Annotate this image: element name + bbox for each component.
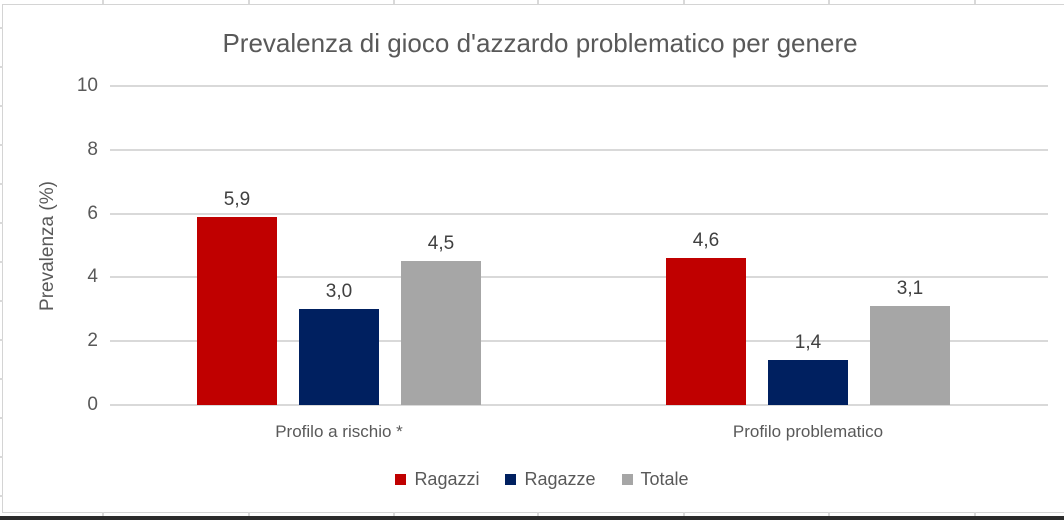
sheet-column-tick-top [248,0,250,4]
sheet-column-tick-top [393,0,395,4]
bar-ragazzi-1 [197,216,277,405]
bar-value-label-ragazzi-2: 4,6 [692,230,720,252]
sheet-column-tick-top [537,0,539,4]
sheet-row-tick [0,495,3,497]
gridline-10 [110,85,1048,87]
y-axis-title: Prevalenza (%) [37,181,58,311]
bar-value-label-ragazzi-1: 5,9 [223,188,251,210]
chart-title: Prevalenza di gioco d'azzardo problemati… [222,28,858,58]
chart-border [2,4,1064,513]
y-tick-label-10: 10 [76,75,98,96]
sheet-row-tick [0,66,3,68]
y-tick-label-6: 6 [87,202,98,224]
sheet-row-tick [0,105,3,107]
sheet-column-tick-top [102,0,104,4]
sheet-column-tick-top [974,0,976,4]
bar-ragazze-1 [299,309,379,405]
sheet-column-tick-bottom [974,512,976,517]
legend-item-totale: Totale [621,468,689,490]
sheet-bottom-dark-border [0,516,1064,520]
category-label-1: Profilo a rischio * [275,422,403,441]
bar-ragazze-2 [768,360,848,405]
y-tick-label-2: 2 [87,330,98,352]
bar-value-label-ragazze-1: 3,0 [325,281,353,303]
sheet-column-tick-bottom [393,512,395,517]
sheet-row-tick [0,144,3,146]
legend-color-swatch-totale [621,473,633,485]
gridline-4 [110,276,1048,279]
sheet-row-tick [0,300,3,302]
sheet-row-tick [0,27,3,29]
legend-item-ragazze: Ragazze [505,468,596,490]
sheet-column-tick-top [683,0,685,4]
legend-item-ragazzi: Ragazzi [395,468,479,490]
sheet-row-tick [0,183,3,185]
sheet-row-tick [0,378,3,380]
sheet-column-tick-top [828,0,830,4]
y-tick-label-4: 4 [87,266,98,288]
gridline-6 [110,212,1048,215]
sheet-column-tick-bottom [248,512,250,517]
legend-label-totale: Totale [640,469,689,489]
legend-label-ragazzi: Ragazzi [414,469,480,489]
sheet-column-tick-bottom [828,512,830,517]
sheet-column-tick-bottom [102,512,104,517]
sheet-row-tick [0,261,3,263]
gridline-8 [110,148,1048,151]
legend: Ragazzi Ragazze Totale [0,468,1064,490]
bar-totale-2 [870,306,950,405]
y-tick-label-8: 8 [87,138,98,160]
gridline-2 [110,340,1048,343]
legend-color-swatch-ragazze [505,473,517,485]
bar-value-label-totale-1: 4,5 [427,233,455,255]
sheet-row-tick [0,222,3,224]
sheet-column-tick-bottom [683,512,685,517]
bar-totale-1 [401,261,481,405]
sheet-column-tick-bottom [537,512,539,517]
sheet-row-tick [0,339,3,341]
y-tick-label-0: 0 [87,394,98,415]
bar-value-label-ragazze-2: 1,4 [794,332,822,354]
bar-ragazzi-2 [666,258,746,405]
gridline-0 [110,404,1048,406]
bar-value-label-totale-2: 3,1 [896,278,924,300]
category-label-2: Profilo problematico [732,422,884,441]
sheet-row-tick [0,456,3,458]
legend-color-swatch-ragazzi [395,473,407,485]
sheet-row-tick [0,417,3,419]
legend-label-ragazze: Ragazze [524,469,596,489]
